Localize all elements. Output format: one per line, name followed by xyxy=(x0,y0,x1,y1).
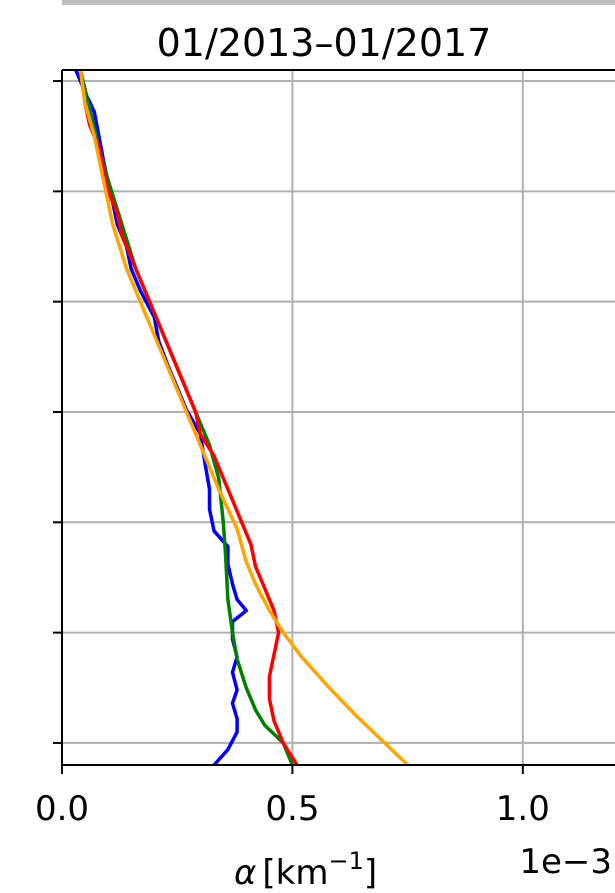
x-tick-label: 0.0 xyxy=(35,789,89,829)
x-axis-label-exponent: −1 xyxy=(329,847,364,875)
series-line-4 xyxy=(78,69,409,767)
x-tick-label: 0.5 xyxy=(265,789,319,829)
x-axis-label: α [km−1] xyxy=(234,847,377,893)
grid xyxy=(62,70,615,765)
axes xyxy=(53,69,615,774)
top-band xyxy=(62,0,615,5)
x-axis-label-close: ] xyxy=(364,853,377,893)
series-line-2 xyxy=(78,69,295,766)
tick-labels: 0.0 0.5 1.0 xyxy=(35,789,550,829)
series-line-3 xyxy=(78,69,299,766)
chart-title: 01/2013–01/2017 xyxy=(157,21,492,65)
x-axis-label-unit: [km xyxy=(262,853,328,893)
series-layer xyxy=(74,69,409,767)
x-offset-label: 1e−3 xyxy=(519,842,612,882)
x-tick-label: 1.0 xyxy=(496,789,550,829)
x-axis-label-symbol: α xyxy=(234,853,256,893)
